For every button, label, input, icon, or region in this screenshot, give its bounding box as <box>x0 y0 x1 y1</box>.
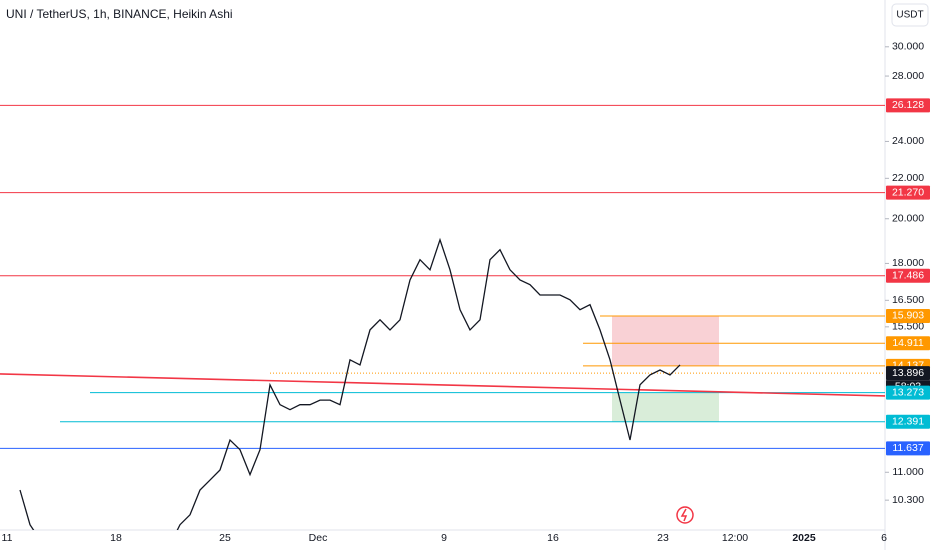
level-label: 13.273 <box>892 386 924 398</box>
alert-icon[interactable] <box>676 506 694 524</box>
y-tick-label: 22.000 <box>892 172 924 184</box>
x-tick-label: 6 <box>881 532 887 544</box>
x-tick-label: 12:00 <box>722 532 748 544</box>
y-tick-label: 24.000 <box>892 135 924 147</box>
level-label-bg <box>886 441 930 456</box>
x-tick-label: 2025 <box>792 532 816 544</box>
level-label-bg <box>886 336 930 351</box>
currency: USDT <box>896 10 923 21</box>
level-label: 17.486 <box>892 269 924 281</box>
zone <box>612 315 719 366</box>
x-tick-label: 9 <box>441 532 447 544</box>
alert-bolt <box>680 508 688 522</box>
x-tick-label: 25 <box>219 532 231 544</box>
y-tick-label: 18.000 <box>892 257 924 269</box>
level-label: 11.637 <box>892 442 923 454</box>
level-label-bg <box>886 385 930 400</box>
y-tick-label: 10.300 <box>892 494 924 506</box>
price-line <box>19 237 681 530</box>
x-tick-label: 11 <box>2 532 13 544</box>
trendline <box>0 373 885 397</box>
y-tick-label: 15.500 <box>892 321 924 333</box>
level-label: 26.128 <box>892 99 924 111</box>
plot <box>0 104 885 530</box>
level-label: 15.903 <box>892 310 924 322</box>
level-label-bg <box>886 366 930 381</box>
chart-title: UNI / TetherUS, 1h, BINANCE, Heikin Ashi <box>6 7 233 21</box>
y-tick-label: 16.500 <box>892 294 924 306</box>
x-tick-label: 23 <box>657 532 669 544</box>
level-label-bg <box>886 98 930 113</box>
x-tick-label: 18 <box>110 532 122 544</box>
y-tick-label: 28.000 <box>892 70 924 82</box>
y-tick-label: 11.000 <box>892 466 923 478</box>
level-label: 21.270 <box>892 186 924 198</box>
level-label-bg <box>886 268 930 283</box>
x-tick-label: Dec <box>309 532 328 544</box>
level-label-bg <box>886 414 930 429</box>
x-tick-label: 16 <box>547 532 559 544</box>
level-label: 14.911 <box>892 337 923 349</box>
y-tick-label: 20.000 <box>892 213 924 225</box>
y-tick-label: 30.000 <box>892 41 924 53</box>
level-label-bg <box>886 185 930 200</box>
level-label-bg <box>886 308 930 323</box>
zone <box>612 392 719 422</box>
level-label: 12.391 <box>892 416 924 428</box>
currency-button[interactable] <box>891 3 929 27</box>
level-label: 13.896 <box>892 367 924 379</box>
